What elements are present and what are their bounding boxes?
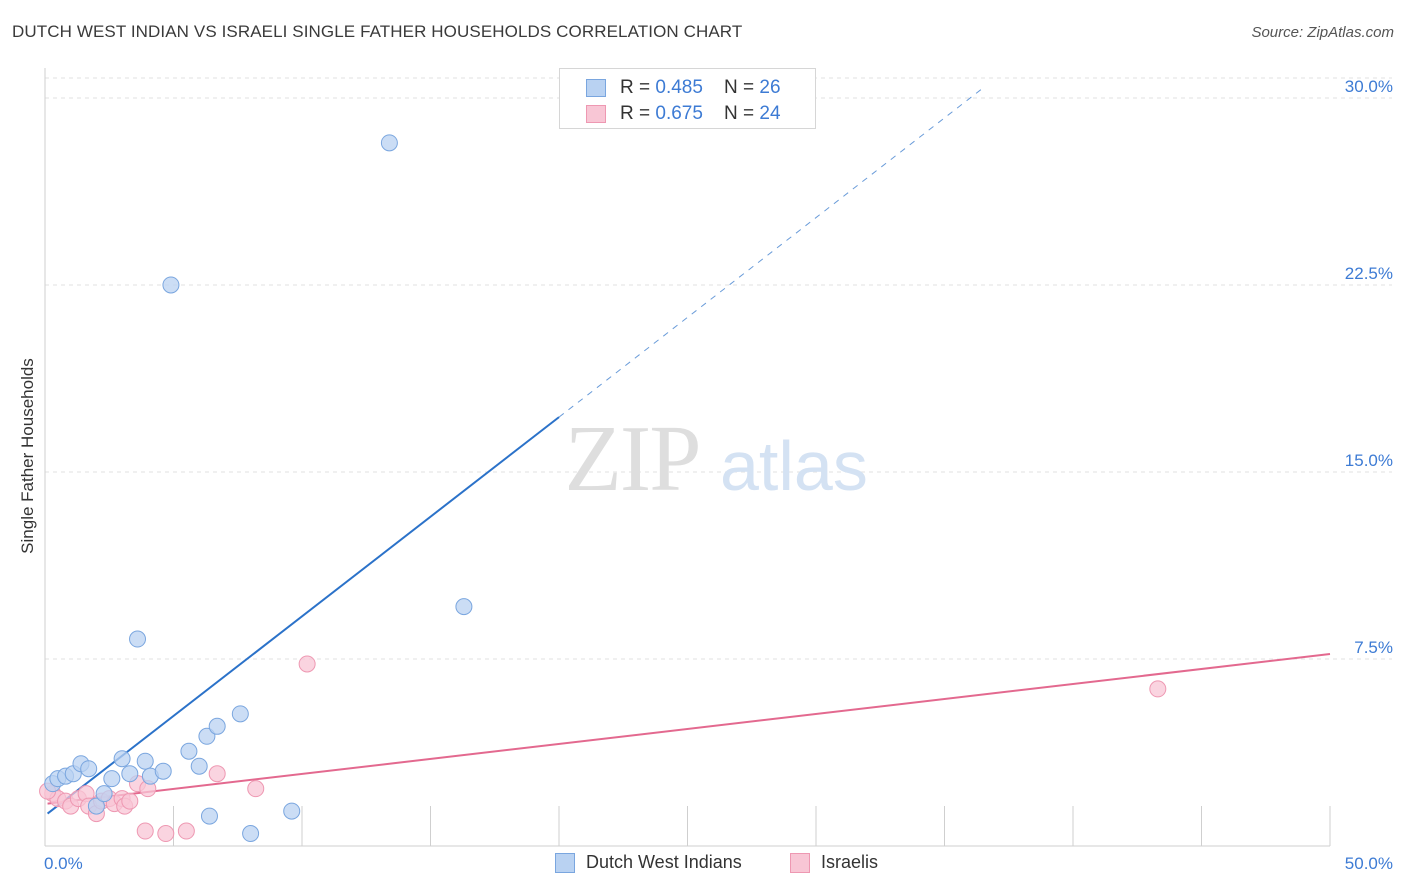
y-axis-label: Single Father Households [18,358,37,554]
legend-label: Israelis [821,852,879,872]
y-tick-label: 22.5% [1345,264,1393,283]
axis-layer [44,68,1331,847]
israelis-point [121,792,139,810]
correlation-legend: R = 0.485 N = 26 R = 0.675 N = 24 [559,68,816,129]
y-tick-label: 30.0% [1345,77,1393,96]
dutch-west-indians-point [208,717,226,735]
watermark-zip: ZIP [565,407,700,511]
points-layer [39,134,1167,843]
y-tick-label: 15.0% [1345,451,1393,470]
legend-r-label: R = [620,103,656,124]
source-label: Source: ZipAtlas.com [1251,24,1394,41]
dutch-west-indians-point [154,762,172,780]
dutch-west-indians-point [136,752,154,770]
watermark: ZIP atlas [565,407,868,511]
dutch-west-indians-point [380,134,398,152]
israelis-point [298,655,316,673]
dutch-west-indians-point [180,742,198,760]
y-tick-label: 7.5% [1354,638,1393,657]
dutch-west-indians-point [200,807,218,825]
dutch-west-indians-point [95,785,113,803]
x-tick-label: 50.0% [1345,854,1393,873]
dutch-west-indians-point [87,797,105,815]
dutch-west-indians-point [121,765,139,783]
x-tick-label: 0.0% [44,854,83,873]
israelis-point [136,822,154,840]
dutch-west-indians-point [283,802,301,820]
trend-line-dutch-west-indians-extension [558,87,984,418]
dutch-west-indians-point [190,757,208,775]
chart-title: DUTCH WEST INDIAN VS ISRAELI SINGLE FATH… [12,22,743,41]
dutch-west-indians-point [80,760,98,778]
tick-labels: 7.5% 15.0% 22.5% 30.0% 0.0% 50.0% [44,77,1393,873]
legend-swatch-pink [586,105,606,123]
dutch-west-indians-point [242,825,260,843]
israelis-point [247,780,265,798]
legend-r-label: R = [620,77,656,98]
legend-r-value: 0.675 [655,103,703,124]
grid-layer [45,77,1392,660]
legend-swatch-blue [586,79,606,97]
trend-layer [46,87,1331,815]
dutch-west-indians-point [129,630,147,648]
dutch-west-indians-point [231,705,249,723]
legend-n-label: N = [724,103,760,124]
dutch-west-indians-point [162,276,180,294]
israelis-point [1149,680,1167,698]
dutch-west-indians-point [455,598,473,616]
israelis-point [157,825,175,843]
israelis-point [208,765,226,783]
legend-swatch-pink [790,853,810,873]
legend-n-value: 26 [759,77,781,98]
trend-line-dutch-west-indians [46,416,560,815]
legend-label: Dutch West Indians [586,852,742,872]
israelis-point [177,822,195,840]
legend-r-value: 0.485 [655,77,703,98]
watermark-atlas: atlas [720,427,868,505]
dutch-west-indians-point [198,727,216,745]
dutch-west-indians-point [113,750,131,768]
legend-n-label: N = [724,77,760,98]
legend-swatch-blue [555,853,575,873]
legend-n-value: 24 [759,103,781,124]
trend-line-israelis [47,653,1331,805]
dutch-west-indians-point [103,770,121,788]
